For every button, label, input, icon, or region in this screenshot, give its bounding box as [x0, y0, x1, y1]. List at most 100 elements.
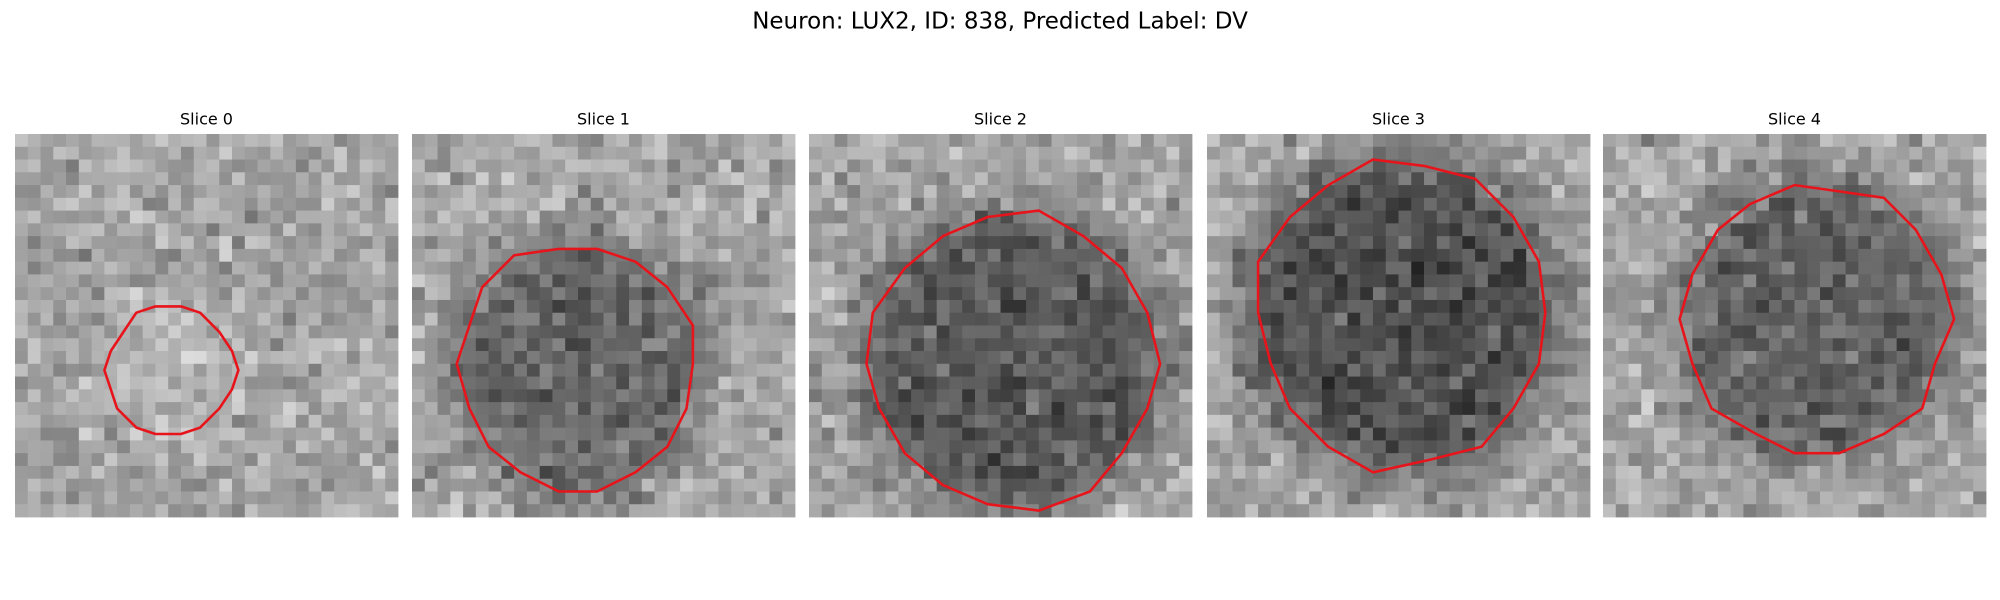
- pixel: [1219, 414, 1233, 429]
- pixel: [1360, 504, 1374, 518]
- pixel: [1909, 478, 1923, 492]
- pixel: [1577, 312, 1591, 326]
- pixel: [1845, 312, 1859, 326]
- pixel: [1026, 465, 1040, 480]
- pixel: [974, 453, 989, 467]
- pixel: [1896, 134, 1910, 148]
- pixel: [1013, 248, 1027, 263]
- pixel: [1026, 223, 1040, 237]
- pixel: [769, 453, 783, 467]
- pixel: [603, 338, 617, 352]
- pixel: [501, 440, 515, 454]
- pixel: [1858, 338, 1872, 352]
- pixel: [78, 389, 92, 403]
- pixel: [104, 491, 118, 505]
- pixel: [1615, 325, 1629, 339]
- pixel: [1258, 389, 1272, 403]
- pixel: [1026, 261, 1040, 275]
- pixel: [1347, 478, 1361, 492]
- pixel: [1564, 134, 1578, 148]
- pixel: [898, 338, 912, 352]
- pixel: [295, 478, 310, 492]
- pixel: [743, 274, 758, 288]
- pixel: [1296, 261, 1310, 275]
- pixel: [15, 159, 29, 173]
- pixel: [117, 338, 131, 352]
- pixel: [526, 351, 541, 365]
- pixel: [1896, 338, 1910, 352]
- pixel: [1449, 338, 1463, 352]
- pixel: [860, 402, 874, 416]
- pixel: [962, 248, 976, 263]
- pixel: [142, 376, 156, 390]
- pixel: [514, 287, 528, 301]
- pixel: [898, 478, 912, 492]
- pixel: [1883, 236, 1898, 250]
- pixel: [244, 197, 258, 211]
- pixel: [53, 261, 67, 275]
- pixel: [1832, 146, 1846, 160]
- pixel: [1000, 389, 1014, 403]
- pixel: [1717, 440, 1732, 454]
- pixel: [232, 402, 246, 416]
- pixel: [1000, 248, 1014, 263]
- pixel: [257, 312, 271, 326]
- pixel: [1947, 414, 1961, 429]
- pixel: [1858, 287, 1872, 301]
- pixel: [117, 299, 131, 314]
- pixel: [463, 134, 477, 148]
- pixel: [180, 248, 195, 263]
- pixel: [501, 134, 515, 148]
- pixel: [412, 172, 426, 186]
- pixel: [1128, 504, 1142, 518]
- pixel: [450, 248, 464, 263]
- pixel: [1871, 363, 1885, 377]
- pixel: [40, 491, 54, 505]
- pixel: [1245, 389, 1259, 403]
- pixel: [1385, 236, 1399, 250]
- pixel: [1038, 312, 1052, 326]
- pixel: [1334, 338, 1348, 352]
- pixel: [911, 185, 925, 199]
- pixel: [641, 159, 655, 173]
- pixel: [1947, 159, 1961, 173]
- pixel: [155, 274, 169, 288]
- pixel: [1603, 414, 1617, 429]
- pixel: [860, 172, 874, 186]
- pixel: [1500, 299, 1514, 314]
- pixel: [180, 402, 195, 416]
- pixel: [603, 440, 617, 454]
- pixel: [1513, 197, 1527, 211]
- pixel: [565, 248, 579, 263]
- pixel: [1064, 478, 1078, 492]
- pixel: [1064, 236, 1078, 250]
- pixel: [743, 299, 758, 314]
- pixel: [1207, 414, 1221, 429]
- pixel: [1564, 261, 1578, 275]
- pixel: [1756, 146, 1770, 160]
- pixel: [1487, 146, 1502, 160]
- pixel: [718, 402, 732, 416]
- pixel: [308, 312, 322, 326]
- pixel: [1219, 312, 1233, 326]
- pixel: [1820, 159, 1834, 173]
- pixel: [1334, 402, 1348, 416]
- pixel: [40, 185, 54, 199]
- pixel: [514, 491, 528, 505]
- pixel: [155, 351, 169, 365]
- pixel: [590, 223, 604, 237]
- pixel: [78, 172, 92, 186]
- pixel: [565, 236, 579, 250]
- pixel: [180, 414, 195, 429]
- pixel: [180, 504, 195, 518]
- pixel: [987, 402, 1001, 416]
- pixel: [1013, 274, 1027, 288]
- pixel: [1654, 440, 1668, 454]
- pixel: [91, 159, 105, 173]
- pixel: [1654, 274, 1668, 288]
- pixel: [756, 236, 770, 250]
- pixel: [565, 465, 579, 480]
- pixel: [641, 274, 655, 288]
- pixel: [603, 299, 617, 314]
- pixel: [847, 146, 861, 160]
